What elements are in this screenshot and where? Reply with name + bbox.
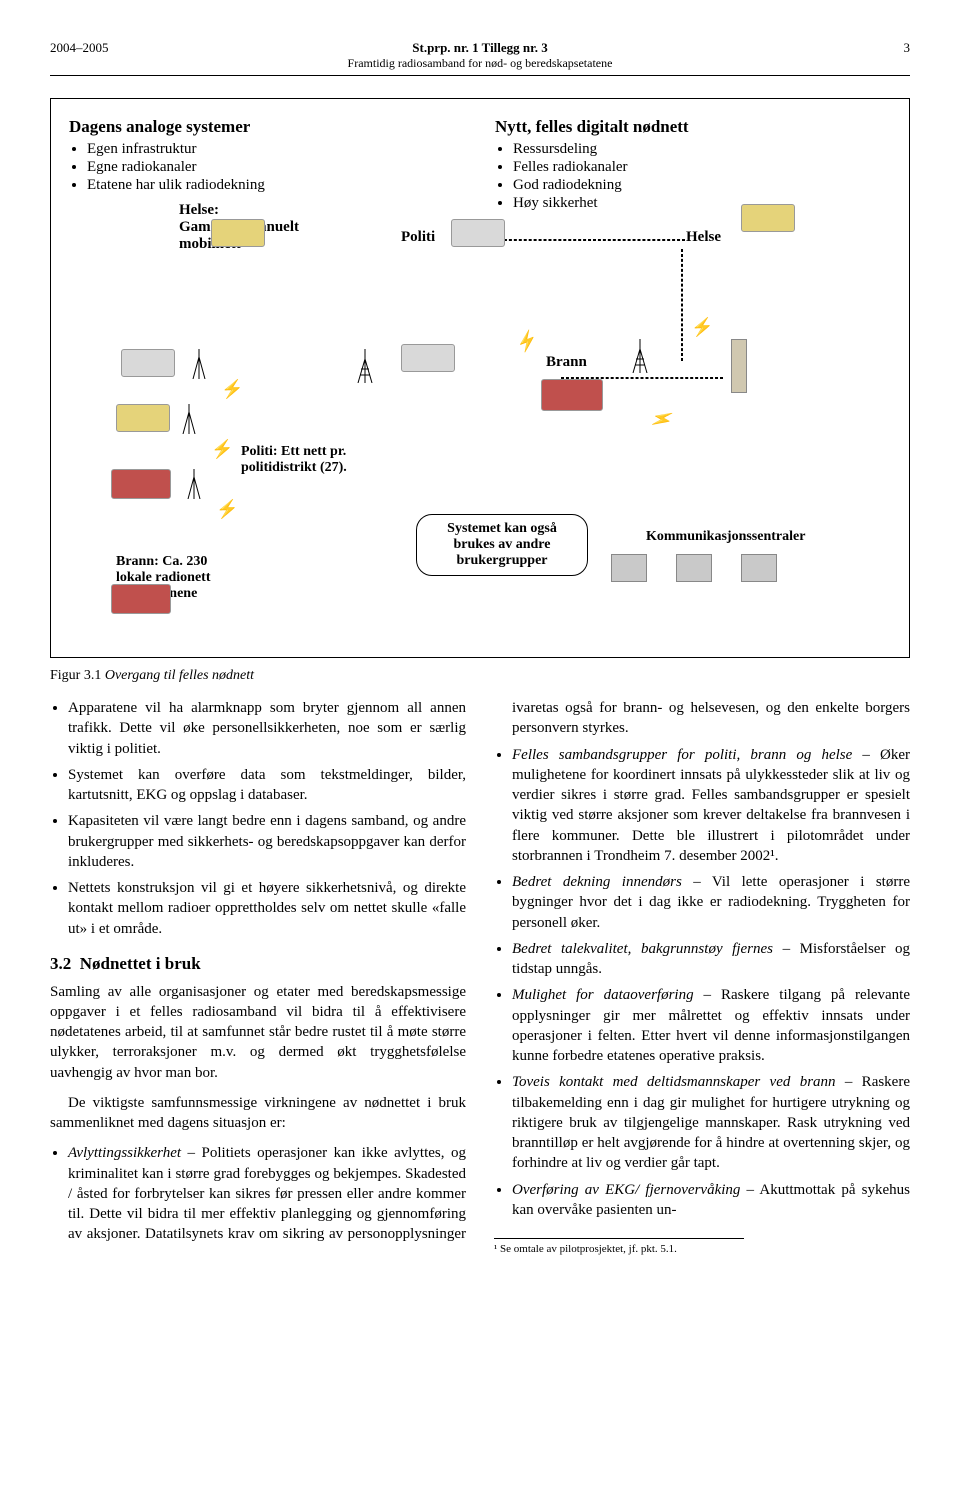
fig-system-box: Systemet kan også brukes av andre bruker… (416, 514, 588, 576)
fig-right-list: Ressursdeling Felles radiokanaler God ra… (495, 141, 891, 212)
body-bullet: Systemet kan overføre data som tekstmeld… (68, 765, 466, 806)
body-bullet: Apparatene vil ha alarmknapp som bryter … (68, 698, 466, 759)
bullet-em: Overføring av EKG/ fjernovervåking (512, 1182, 740, 1198)
ambulance-icon (211, 219, 265, 252)
section-heading: 3.2 Nødnettet i bruk (50, 953, 466, 976)
fig-note-line: Politi: Ett nett pr. (241, 444, 346, 459)
bullet-text: – Øker mulighetene for koordinert innsat… (512, 747, 910, 864)
ambulance-icon (116, 404, 170, 437)
radio-tower-icon (631, 339, 649, 378)
fig-right-item: God radiodekning (513, 177, 891, 194)
header-page-number: 3 (830, 40, 910, 71)
caption-text: Overgang til felles nødnett (105, 668, 254, 683)
fig-right-heading: Nytt, felles digitalt nødnett (495, 117, 891, 137)
sysbox-line: brukes av andre (454, 537, 551, 552)
label-politi: Politi (401, 229, 435, 246)
fig-left-item: Egen infrastruktur (87, 141, 465, 158)
radio-tower-icon (356, 349, 374, 388)
radio-tower-icon (181, 404, 197, 439)
header-period: 2004–2005 (50, 40, 130, 71)
monitor-icon (676, 554, 712, 587)
fire-truck-icon (541, 379, 603, 416)
sysbox-line: Systemet kan også (447, 521, 557, 536)
bullet-em: Toveis kontakt med deltidsmannskaper ved… (512, 1074, 836, 1090)
label-brann: Brann (546, 354, 587, 371)
dashed-line (681, 249, 683, 361)
body-bullet: Bedret dekning innendørs – Vil lette ope… (512, 872, 910, 933)
police-car-icon (451, 219, 505, 252)
body-paragraph: De viktigste samfunnsmessige virkningene… (50, 1093, 466, 1134)
sysbox-line: brukergrupper (457, 553, 548, 568)
label-komm: Kommunikasjonssentraler (646, 529, 805, 545)
radio-tower-icon (186, 469, 202, 504)
bullet-em: Bedret talekvalitet, bakgrunnstøy fjerne… (512, 941, 773, 957)
header-subtitle: Framtidig radiosamband for nød- og bered… (130, 56, 830, 71)
fig-note-line: Brann: Ca. 230 (116, 554, 207, 569)
body-bullet: Toveis kontakt med deltidsmannskaper ved… (512, 1072, 910, 1173)
monitor-icon (611, 554, 647, 587)
signal-icon: ⚡ (647, 405, 677, 434)
police-car-icon (401, 344, 455, 377)
bullet-em: Felles sambandsgrupper for politi, brann… (512, 747, 852, 763)
fig-right-item: Felles radiokanaler (513, 159, 891, 176)
fig-left-subhead: Helse: (179, 202, 465, 219)
signal-icon: ⚡ (216, 499, 238, 520)
bullet-em: Avlyttingssikkerhet (68, 1145, 181, 1161)
body-bullet: Bedret talekvalitet, bakgrunnstøy fjerne… (512, 939, 910, 980)
body-text: Apparatene vil ha alarmknapp som bryter … (50, 698, 910, 1257)
radio-tower-icon (191, 349, 207, 384)
body-bullet: Overføring av EKG/ fjernovervåking – Aku… (512, 1180, 910, 1221)
signal-icon: ⚡ (691, 317, 713, 338)
bullet-em: Mulighet for dataoverføring (512, 987, 694, 1003)
fig-left-list: Egen infrastruktur Egne radiokanaler Eta… (69, 141, 465, 194)
dashed-line (499, 239, 685, 241)
police-car-icon (121, 349, 175, 382)
fig-note-line: politidistrikt (27). (241, 460, 347, 475)
server-rack-icon (731, 339, 747, 398)
monitor-icon (741, 554, 777, 587)
body-paragraph: Samling av alle organisasjoner og etater… (50, 982, 466, 1083)
section-title: Nødnettet i bruk (80, 954, 201, 973)
fire-truck-icon (111, 469, 171, 504)
fig-left-item: Egne radiokanaler (87, 159, 465, 176)
body-bullet: Mulighet for dataoverføring – Raskere ti… (512, 985, 910, 1066)
bullet-em: Bedret dekning innendørs (512, 874, 682, 890)
figure-caption: Figur 3.1 Overgang til felles nødnett (50, 668, 910, 684)
signal-icon: ⚡ (513, 328, 541, 355)
fig-note-line: lokale radionett (116, 570, 211, 585)
fig-right-item: Høy sikkerhet (513, 195, 891, 212)
caption-number: Figur 3.1 (50, 668, 101, 683)
footnote: ¹ Se omtale av pilotprosjektet, jf. pkt.… (494, 1238, 744, 1257)
fig-note-politi: Politi: Ett nett pr. politidistrikt (27)… (241, 444, 401, 476)
section-number: 3.2 (50, 954, 71, 973)
fire-truck-icon (111, 584, 171, 619)
signal-icon: ⚡ (221, 379, 243, 400)
fig-right-item: Ressursdeling (513, 141, 891, 158)
body-bullet: Nettets konstruksjon vil gi et høyere si… (68, 878, 466, 939)
figure-box: Dagens analoge systemer Egen infrastrukt… (50, 98, 910, 658)
signal-icon: ⚡ (211, 439, 233, 460)
body-bullet: Felles sambandsgrupper for politi, brann… (512, 745, 910, 867)
body-bullet: Kapasiteten vil være langt bedre enn i d… (68, 811, 466, 872)
header-title: St.prp. nr. 1 Tillegg nr. 3 (130, 40, 830, 56)
fig-left-item: Etatene har ulik radiodekning (87, 177, 465, 194)
fig-left-heading: Dagens analoge systemer (69, 117, 465, 137)
ambulance-icon (741, 204, 795, 237)
label-helse: Helse (686, 229, 721, 246)
